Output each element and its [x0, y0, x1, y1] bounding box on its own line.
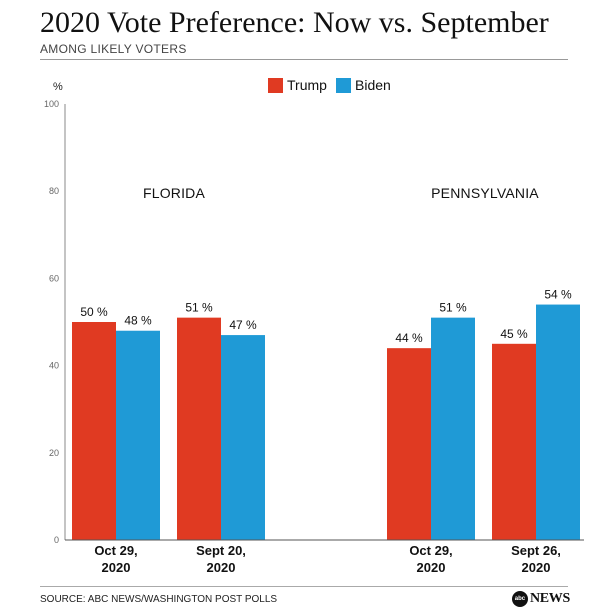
bar-biden — [221, 335, 265, 540]
bar-value-label: 54 % — [544, 288, 572, 302]
bar-biden — [536, 304, 580, 540]
group-label: FLORIDA — [143, 185, 206, 201]
x-category-year: 2020 — [207, 560, 236, 575]
legend-label-trump: Trump — [287, 77, 327, 93]
bar-value-label: 44 % — [395, 331, 423, 345]
title-divider — [40, 59, 568, 60]
abc-news-logo: abc NEWS — [511, 590, 570, 608]
y-tick-label: 100 — [44, 99, 59, 109]
footer-divider — [40, 586, 568, 587]
x-category-label: Sept 20, — [196, 543, 246, 558]
chart-subtitle: AMONG LIKELY VOTERS — [40, 42, 187, 56]
x-category-label: Oct 29, — [94, 543, 137, 558]
bar-trump — [72, 322, 116, 540]
bar-value-label: 51 % — [185, 301, 213, 315]
bar-trump — [492, 343, 536, 540]
bar-value-label: 48 % — [124, 314, 152, 328]
chart-title: 2020 Vote Preference: Now vs. September — [40, 6, 549, 39]
logo-text: NEWS — [529, 591, 570, 606]
group-label: PENNSYLVANIA — [431, 185, 539, 201]
bar-trump — [387, 348, 431, 540]
bar-value-label: 45 % — [500, 327, 528, 341]
bar-value-label: 47 % — [229, 318, 257, 332]
y-axis-unit: % — [53, 81, 63, 93]
bar-biden — [116, 330, 160, 540]
x-category-label: Sept 26, — [511, 543, 561, 558]
x-category-year: 2020 — [417, 560, 446, 575]
x-category-label: Oct 29, — [409, 543, 452, 558]
x-category-year: 2020 — [102, 560, 131, 575]
y-tick-label: 60 — [49, 273, 59, 283]
x-category-year: 2020 — [522, 560, 551, 575]
abc-logo-icon: abc — [511, 591, 528, 607]
bar-value-label: 51 % — [439, 301, 467, 315]
y-tick-label: 20 — [49, 448, 59, 458]
y-tick-label: 0 — [54, 535, 59, 545]
legend-swatch-trump — [268, 78, 283, 93]
y-tick-label: 80 — [49, 186, 59, 196]
legend-swatch-biden — [336, 78, 351, 93]
bar-trump — [177, 317, 221, 540]
y-tick-label: 40 — [49, 361, 59, 371]
bar-value-label: 50 % — [80, 305, 108, 319]
bar-biden — [431, 317, 475, 540]
legend-label-biden: Biden — [355, 77, 391, 93]
source-note: SOURCE: ABC NEWS/WASHINGTON POST POLLS — [40, 594, 278, 605]
